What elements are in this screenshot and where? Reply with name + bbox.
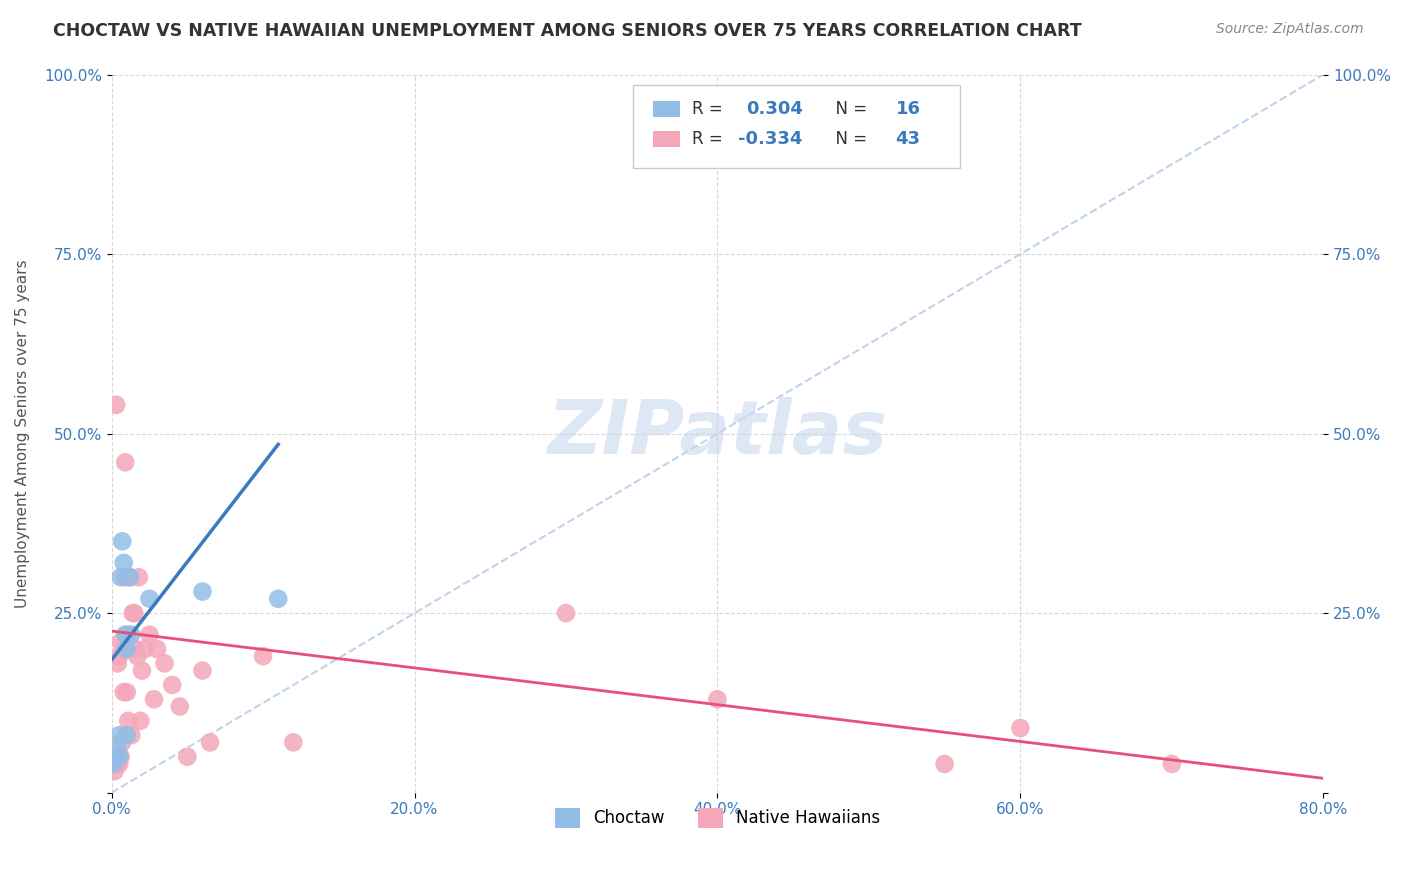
Point [108, 728, 131, 742]
Point [105, 749, 128, 764]
Point [112, 685, 135, 699]
FancyBboxPatch shape [654, 101, 681, 117]
Point [143, 692, 166, 706]
Point [114, 455, 136, 469]
Point [117, 714, 139, 728]
Point [111, 735, 134, 749]
Point [124, 606, 146, 620]
Point [115, 728, 138, 742]
Point [934, 756, 956, 771]
Text: 0.304: 0.304 [747, 100, 803, 118]
Point [252, 649, 274, 664]
Point [129, 714, 152, 728]
Point [169, 699, 191, 714]
Point [127, 649, 149, 664]
Point [118, 570, 141, 584]
Text: ZIPatlas: ZIPatlas [547, 397, 887, 470]
Text: N =: N = [825, 130, 873, 148]
Point [138, 591, 160, 606]
Text: R =: R = [692, 100, 728, 118]
Point [121, 606, 143, 620]
Point [198, 735, 221, 749]
Y-axis label: Unemployment Among Seniors over 75 years: Unemployment Among Seniors over 75 years [15, 260, 30, 608]
Point [131, 664, 153, 678]
Point [110, 635, 132, 649]
Point [118, 570, 141, 584]
Text: Source: ZipAtlas.com: Source: ZipAtlas.com [1216, 22, 1364, 37]
Legend: Choctaw, Native Hawaiians: Choctaw, Native Hawaiians [548, 801, 887, 835]
Point [107, 742, 129, 756]
Point [115, 642, 138, 657]
Point [283, 735, 305, 749]
Point [110, 749, 132, 764]
Point [110, 570, 132, 584]
Point [114, 570, 136, 584]
Text: R =: R = [692, 130, 728, 148]
Point [555, 606, 578, 620]
Point [107, 756, 129, 771]
Point [101, 756, 124, 771]
Point [107, 657, 129, 671]
Point [120, 628, 142, 642]
Point [105, 398, 128, 412]
Point [160, 678, 183, 692]
Point [1010, 721, 1032, 735]
Text: CHOCTAW VS NATIVE HAWAIIAN UNEMPLOYMENT AMONG SENIORS OVER 75 YEARS CORRELATION : CHOCTAW VS NATIVE HAWAIIAN UNEMPLOYMENT … [53, 22, 1083, 40]
Point [267, 591, 290, 606]
Point [125, 642, 148, 657]
Point [138, 628, 160, 642]
Text: 16: 16 [896, 100, 921, 118]
Text: -0.334: -0.334 [738, 130, 803, 148]
Point [134, 642, 156, 657]
Point [706, 692, 728, 706]
Point [111, 534, 134, 549]
Point [112, 556, 135, 570]
Point [104, 764, 127, 778]
Point [1160, 756, 1182, 771]
Point [176, 749, 198, 764]
Point [108, 749, 131, 764]
Point [101, 756, 124, 771]
Point [146, 642, 169, 657]
FancyBboxPatch shape [633, 86, 960, 168]
Point [108, 649, 131, 664]
Text: N =: N = [825, 100, 873, 118]
Point [112, 642, 135, 657]
Point [108, 756, 131, 771]
Point [191, 584, 214, 599]
Point [120, 728, 142, 742]
Point [115, 628, 138, 642]
Text: 43: 43 [896, 130, 921, 148]
Point [128, 570, 150, 584]
Point [114, 628, 136, 642]
Point [115, 685, 138, 699]
FancyBboxPatch shape [654, 131, 681, 147]
Point [153, 657, 176, 671]
Point [191, 664, 214, 678]
